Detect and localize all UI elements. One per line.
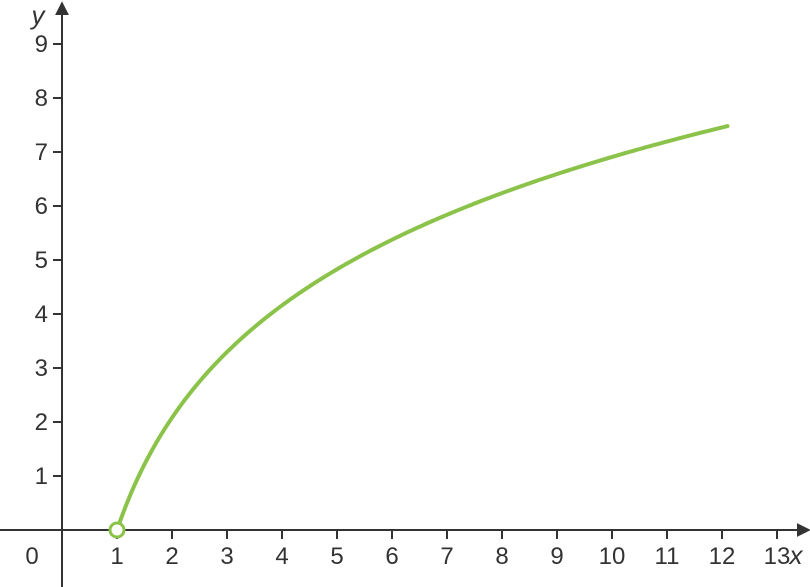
x-tick-label: 12 xyxy=(709,543,736,570)
y-tick-label: 7 xyxy=(35,139,48,166)
log-curve-chart: 123456789101112131234567890xy xyxy=(0,0,810,587)
x-tick-label: 11 xyxy=(655,543,680,570)
y-tick-label: 3 xyxy=(35,355,48,382)
x-tick-label: 8 xyxy=(495,543,508,570)
x-tick-label: 2 xyxy=(165,543,178,570)
y-tick-label: 9 xyxy=(35,31,48,58)
x-tick-label: 3 xyxy=(220,543,233,570)
x-axis-label: x xyxy=(788,540,804,570)
x-tick-label: 6 xyxy=(385,543,398,570)
y-tick-label: 4 xyxy=(35,301,48,328)
x-tick-label: 9 xyxy=(550,543,563,570)
y-tick-label: 2 xyxy=(35,409,48,436)
x-tick-label: 5 xyxy=(330,543,343,570)
open-endpoint xyxy=(110,523,124,537)
y-tick-label: 1 xyxy=(35,463,48,490)
y-tick-label: 5 xyxy=(35,247,48,274)
x-tick-label: 4 xyxy=(275,543,288,570)
x-tick-label: 1 xyxy=(110,543,123,570)
log-curve xyxy=(117,126,728,530)
y-tick-label: 6 xyxy=(35,193,48,220)
x-tick-label: 10 xyxy=(599,543,626,570)
y-axis-label: y xyxy=(30,0,47,30)
y-tick-label: 8 xyxy=(35,85,48,112)
x-tick-label: 7 xyxy=(440,543,453,570)
origin-label: 0 xyxy=(25,543,38,570)
x-tick-label: 13 xyxy=(764,543,791,570)
